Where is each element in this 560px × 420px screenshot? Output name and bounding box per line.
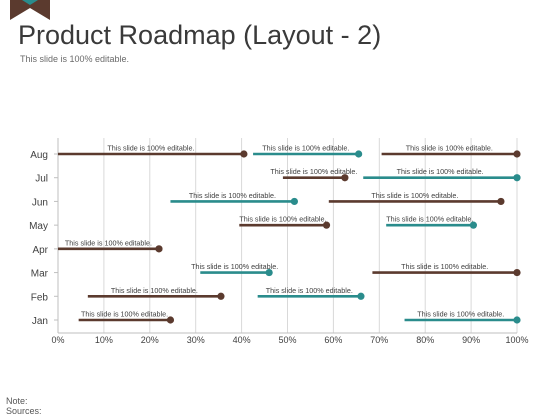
category-label: Apr — [32, 245, 48, 256]
x-tick-label: 0% — [51, 335, 64, 345]
bar-data-label: This slide is 100% editable. — [111, 286, 198, 295]
category-label: Jan — [32, 316, 48, 327]
bar-end-marker — [497, 197, 505, 206]
x-tick-label: 50% — [278, 335, 296, 345]
bar-data-label: This slide is 100% editable. — [397, 167, 484, 176]
bar-end-marker — [513, 316, 521, 324]
x-tick-label: 70% — [370, 335, 388, 345]
x-tick-label: 20% — [141, 335, 159, 345]
bar-data-label: This slide is 100% editable. — [65, 238, 152, 247]
bar-data-label: This slide is 100% editable. — [266, 286, 353, 295]
bar-end-marker — [341, 174, 349, 182]
bar-end-marker — [513, 174, 521, 182]
bar-data-label: This slide is 100% editable. — [386, 215, 473, 224]
category-label: Feb — [31, 292, 49, 303]
bar-data-label: This slide is 100% editable. — [371, 191, 458, 200]
bar-end-marker — [513, 150, 521, 158]
category-label: Jul — [35, 174, 48, 185]
bar-data-label: This slide is 100% editable. — [81, 310, 168, 319]
bar-end-marker — [290, 197, 298, 206]
bar-data-label: This slide is 100% editable. — [191, 262, 278, 271]
corner-ribbon-decoration — [10, 0, 50, 20]
bar-end-marker — [166, 316, 175, 324]
page-subtitle: This slide is 100% editable. — [20, 54, 130, 64]
page-title: Product Roadmap (Layout - 2) — [18, 20, 382, 50]
category-label: Mar — [31, 269, 49, 280]
bar-end-marker — [155, 245, 163, 253]
x-tick-label: 90% — [462, 335, 480, 345]
bar-end-marker — [322, 221, 331, 229]
bar-data-label: This slide is 100% editable. — [270, 167, 357, 176]
x-tick-label: 60% — [324, 335, 342, 345]
note-label: Note: — [6, 396, 28, 406]
bar-end-marker — [265, 268, 273, 277]
bar-data-label: This slide is 100% editable. — [406, 144, 493, 153]
sources-label: Sources: — [6, 406, 42, 416]
x-tick-label: 10% — [95, 335, 113, 345]
x-tick-label: 80% — [416, 335, 434, 345]
bar-end-marker — [513, 268, 521, 277]
bar-data-label: This slide is 100% editable. — [262, 144, 349, 153]
bar-end-marker — [355, 150, 363, 158]
bar-data-label: This slide is 100% editable. — [239, 215, 326, 224]
bar-data-label: This slide is 100% editable. — [189, 191, 276, 200]
category-label: Aug — [30, 150, 48, 161]
x-tick-label: 100% — [505, 335, 528, 345]
bar-end-marker — [357, 292, 365, 300]
category-label: May — [29, 221, 48, 232]
x-tick-label: 40% — [233, 335, 251, 345]
bar-end-marker — [469, 221, 477, 229]
bar-data-label: This slide is 100% editable. — [401, 262, 488, 271]
bar-data-label: This slide is 100% editable. — [107, 144, 194, 153]
bar-end-marker — [240, 150, 248, 158]
x-tick-label: 30% — [187, 335, 205, 345]
bar-end-marker — [217, 292, 225, 300]
category-label: Jun — [32, 197, 48, 208]
bar-data-label: This slide is 100% editable. — [417, 310, 504, 319]
